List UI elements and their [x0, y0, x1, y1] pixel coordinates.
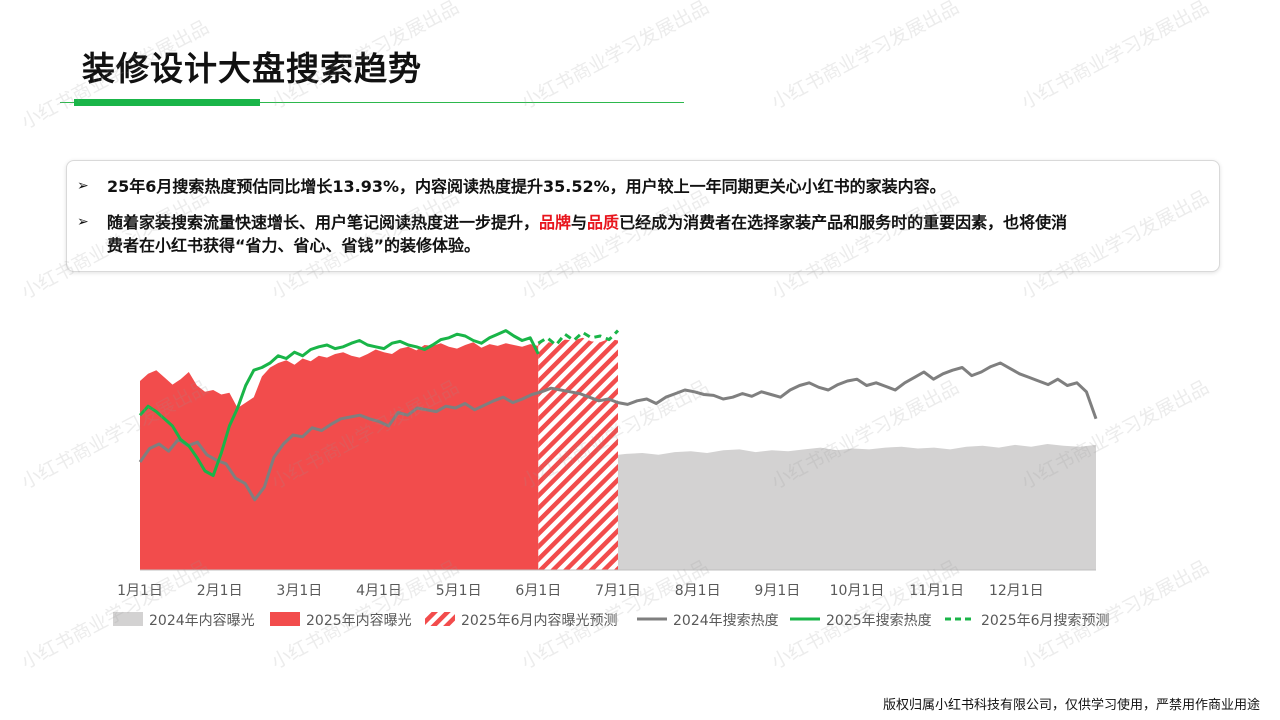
bullet-1-text: 25年6月搜索热度预估同比增长13.93%，内容阅读热度提升35.52%，用户较…: [107, 177, 946, 196]
bullet-2-text-line-2: 费者在小红书获得“省力、省心、省钱”的装修体验。: [107, 236, 481, 255]
legend-label: 2024年内容曝光: [149, 612, 255, 629]
bullet-2-part: 已经成为消费者在选择家装产品和服务时的重要因素，也将使消: [619, 213, 1068, 232]
legend-item: 2024年内容曝光: [113, 612, 255, 629]
legend-label: 2025年6月搜索预测: [981, 612, 1110, 629]
page-title: 装修设计大盘搜索趋势: [82, 49, 422, 88]
legend-swatch: [270, 612, 300, 626]
title-accent-bar: [74, 99, 260, 106]
bullet-2-part: 与: [571, 213, 588, 232]
x-tick-label: 5月1日: [436, 583, 482, 599]
line-2025年搜索热度: [138, 329, 540, 477]
watermark-text: 小红书商业学习发展出品: [767, 0, 963, 114]
trend-chart: 1月1日 2月1日 3月1日 4月1日 5月1日 6月1日 7月1日 8月1日 9月1日 10月1…: [113, 329, 1110, 629]
copyright-footer: 版权归属小红书科技有限公司，仅供学习使用，严禁用作商业用途: [882, 698, 1260, 713]
watermark-text: 小红书商业学习发展出品: [517, 0, 713, 114]
x-tick-label: 2月1日: [197, 583, 243, 599]
legend-item: 2025年搜索热度: [790, 612, 932, 629]
bullet-2-part: 随着家装搜索流量快速增长、用户笔记阅读热度进一步提升，: [107, 213, 540, 232]
legend-swatch: [425, 612, 455, 626]
bullet-arrow-icon: ➢: [77, 178, 89, 194]
title-underline: [60, 102, 684, 103]
x-tick-label: 12月1日: [989, 583, 1044, 599]
highlight-quality: 品质: [587, 213, 620, 232]
legend-item: 2025年内容曝光: [270, 612, 412, 629]
legend-item: 2025年6月搜索预测: [945, 612, 1110, 629]
x-tick-label: 8月1日: [675, 583, 721, 599]
highlight-brand: 品牌: [539, 213, 572, 232]
legend-swatch: [113, 612, 143, 626]
legend-item: 2025年6月内容曝光预测: [425, 612, 618, 629]
area-2025年内容曝光: [140, 342, 539, 570]
x-tick-label: 7月1日: [595, 583, 641, 599]
x-tick-label: 1月1日: [117, 583, 163, 599]
watermark-text: 小红书商业学习发展出品: [1017, 0, 1213, 114]
x-tick-label: 11月1日: [909, 583, 964, 599]
legend-item: 2024年搜索热度: [637, 612, 779, 629]
bullet-arrow-icon: ➢: [77, 214, 89, 230]
legend-label: 2025年搜索热度: [826, 612, 932, 629]
x-tick-label: 4月1日: [356, 583, 402, 599]
x-tick-label: 3月1日: [276, 583, 322, 599]
legend-label: 2025年内容曝光: [306, 612, 412, 629]
x-tick-label: 6月1日: [515, 583, 561, 599]
line-2025年6月搜索预测: [537, 329, 620, 347]
x-tick-label: 10月1日: [830, 583, 885, 599]
x-tick-label: 9月1日: [754, 583, 800, 599]
area-2025年6月内容曝光预测: [538, 337, 618, 570]
legend-label: 2025年6月内容曝光预测: [461, 612, 618, 629]
line-2024年搜索热度: [138, 361, 1098, 502]
insight-box: ➢ 25年6月搜索热度预估同比增长13.93%，内容阅读热度提升35.52%，用…: [66, 160, 1220, 272]
bullet-2-text: 随着家装搜索流量快速增长、用户笔记阅读热度进一步提升，品牌与品质已经成为消费者在…: [107, 212, 1067, 233]
legend-label: 2024年搜索热度: [673, 612, 779, 629]
